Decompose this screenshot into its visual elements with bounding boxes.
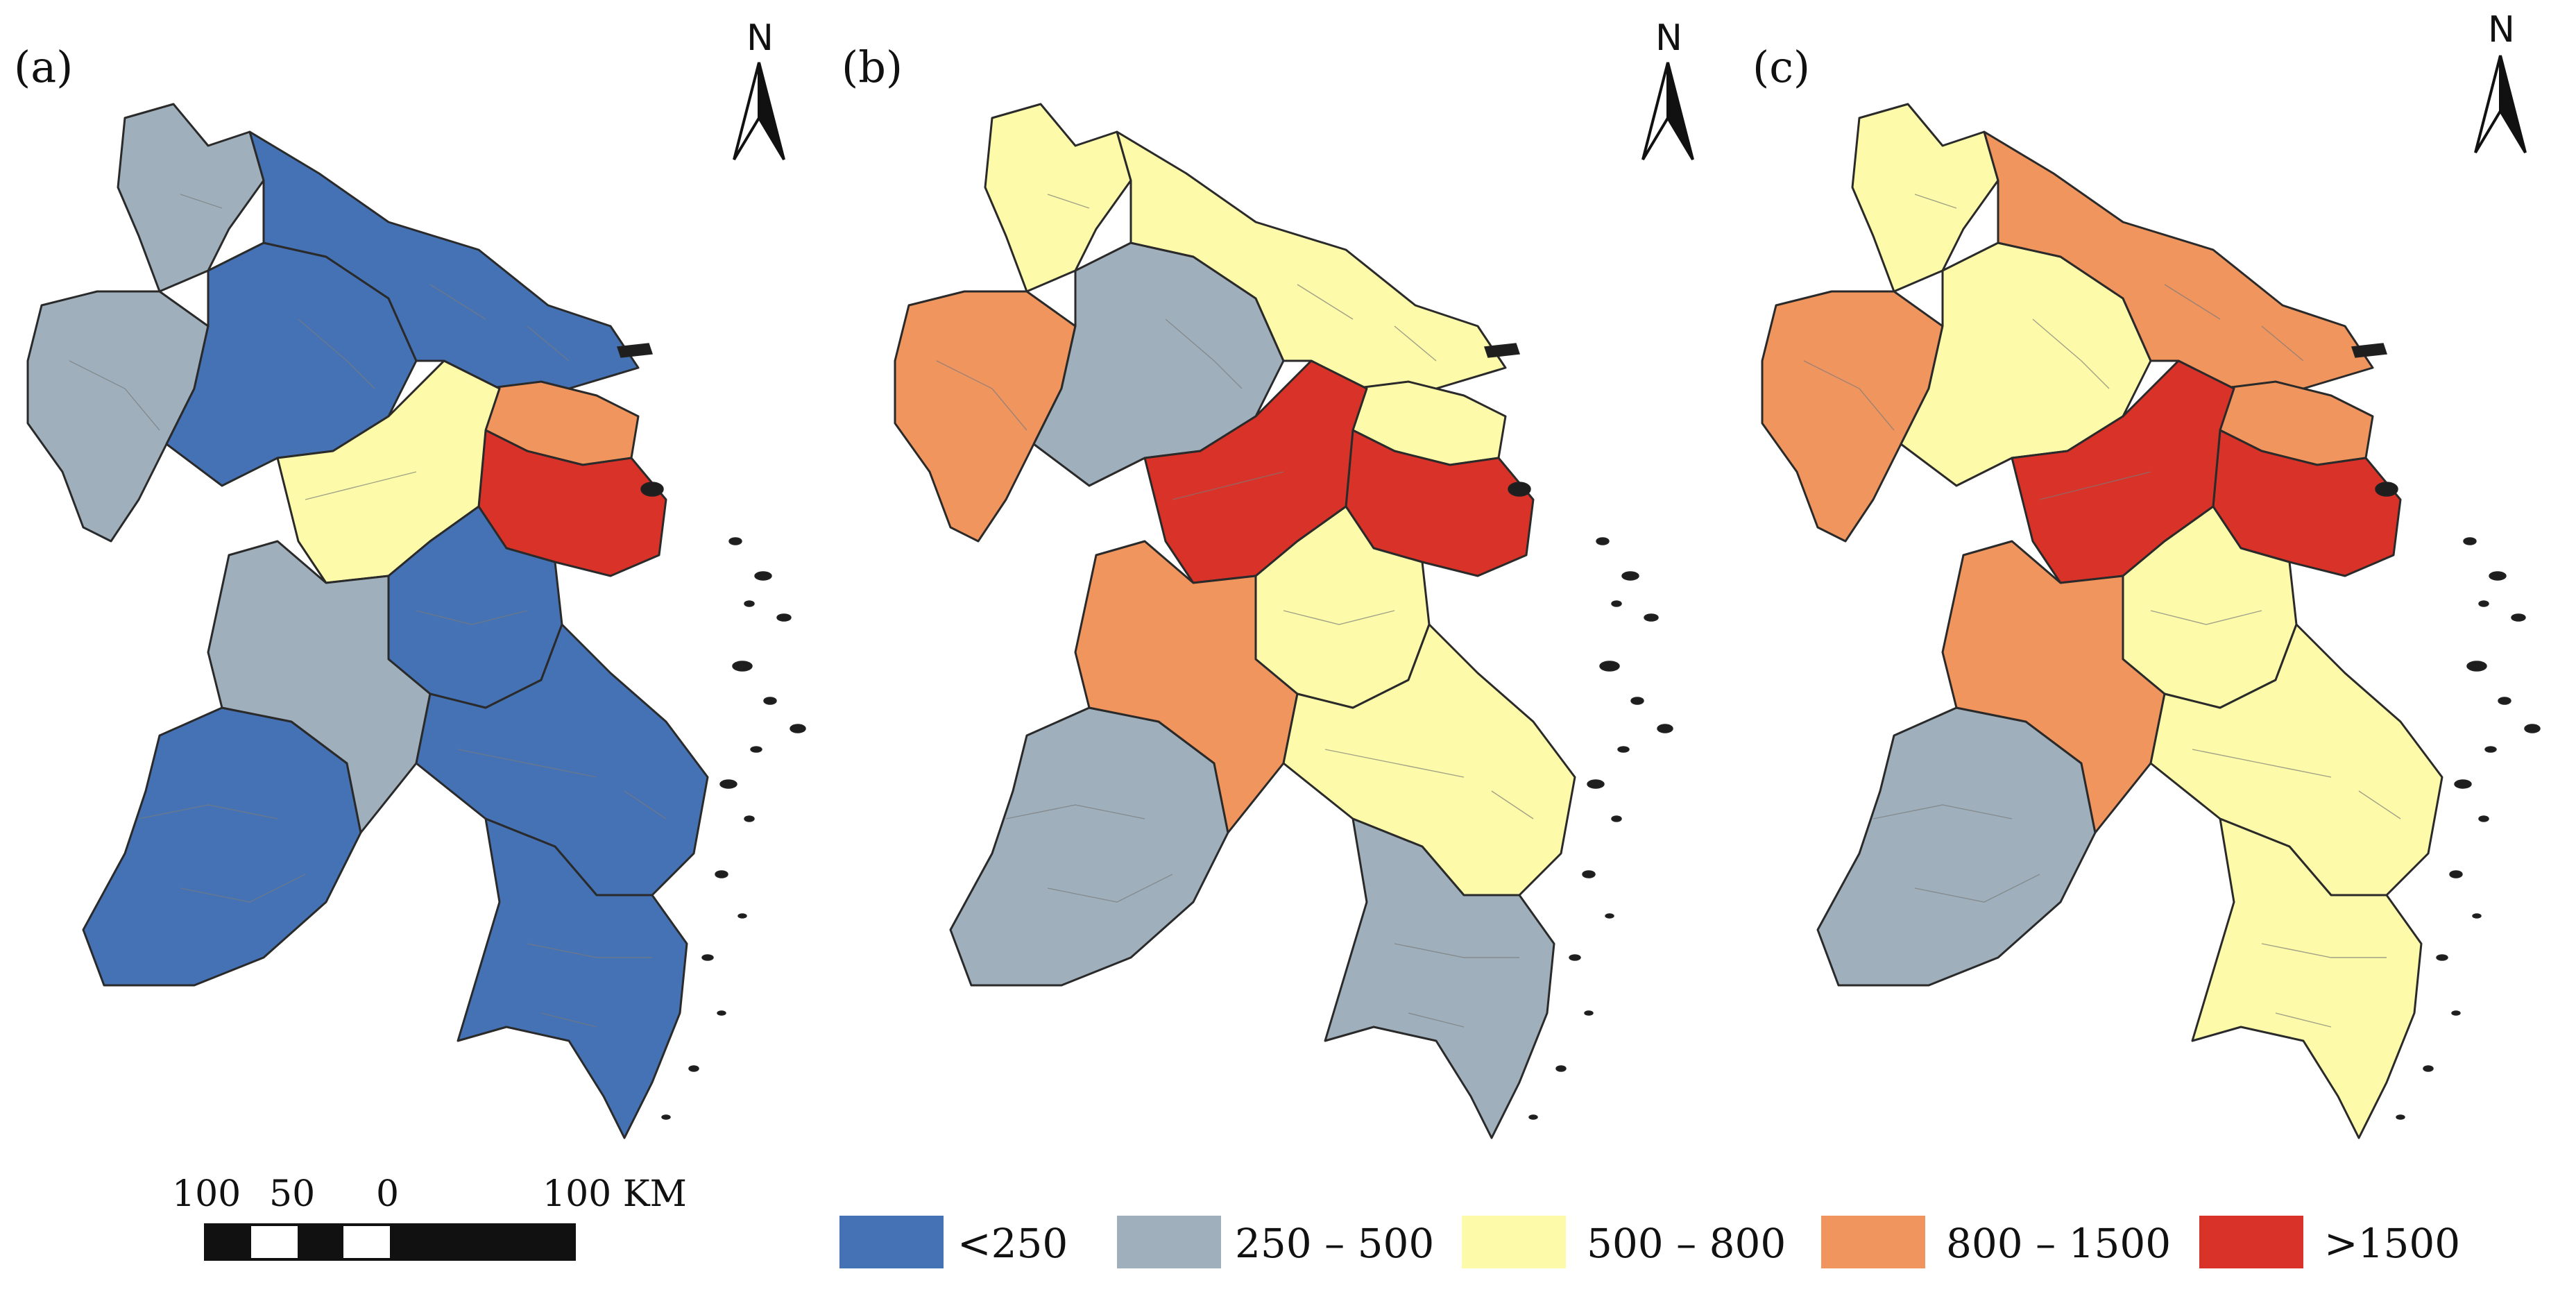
panel-b: (b) N bbox=[842, 17, 1694, 1139]
coastal-islands bbox=[1483, 343, 1673, 1120]
region-south-tail bbox=[1324, 817, 1555, 1139]
legend-item-250-500: 250 – 500 bbox=[1117, 1216, 1434, 1268]
region-central-lake bbox=[1143, 359, 1368, 584]
map-panel-a bbox=[26, 103, 806, 1139]
region-central-lake bbox=[2011, 359, 2235, 584]
map-panel-b bbox=[894, 103, 1673, 1139]
map-shape-panel-2 bbox=[894, 103, 1673, 1139]
map-shape-panel-3 bbox=[1761, 103, 2541, 1139]
legend-item-lt250: <250 bbox=[839, 1216, 1068, 1268]
scale-label-100-left: 100 bbox=[172, 1173, 241, 1215]
legend: <250 250 – 500 500 – 800 800 – 1500 >150… bbox=[839, 1216, 2460, 1268]
legend-swatch bbox=[1462, 1216, 1566, 1268]
internal-boundaries bbox=[1803, 194, 2401, 1028]
legend-item-gt1500: >1500 bbox=[2199, 1216, 2460, 1268]
region-central-lake bbox=[276, 359, 501, 584]
coastal-islands bbox=[2351, 343, 2541, 1120]
legend-swatch bbox=[839, 1216, 944, 1268]
coastal-islands bbox=[616, 343, 806, 1120]
region-south-tail bbox=[457, 817, 688, 1139]
internal-boundaries bbox=[936, 194, 1534, 1028]
region-southwest-large bbox=[1816, 706, 2097, 987]
scale-label-50: 50 bbox=[269, 1173, 315, 1215]
north-arrow-right-half bbox=[2499, 55, 2527, 154]
north-arrow-left-half bbox=[1641, 62, 1669, 161]
panel-label-a: (a) bbox=[14, 42, 73, 92]
scale-segment-1 bbox=[205, 1225, 251, 1259]
north-arrow-right-half bbox=[758, 62, 785, 161]
region-north-west bbox=[26, 290, 210, 543]
legend-item-800-1500: 800 – 1500 bbox=[1821, 1216, 2171, 1268]
region-north-west bbox=[894, 290, 1077, 543]
north-arrow-left-half bbox=[2474, 55, 2502, 154]
scale-bar: 100 50 0 100 KM bbox=[172, 1173, 687, 1261]
scale-segment-2 bbox=[298, 1225, 343, 1259]
scale-segment-3 bbox=[390, 1225, 574, 1259]
north-letter-b: N bbox=[1655, 17, 1682, 59]
panel-a: (a) N bbox=[14, 17, 806, 1139]
panel-label-c: (c) bbox=[1752, 42, 1810, 92]
legend-swatch bbox=[1117, 1216, 1221, 1268]
legend-label: 500 – 800 bbox=[1587, 1220, 1786, 1267]
legend-label: 250 – 500 bbox=[1235, 1220, 1434, 1267]
region-south-tail bbox=[2191, 817, 2423, 1139]
panel-label-b: (b) bbox=[842, 42, 903, 92]
region-north-west bbox=[1761, 290, 1944, 543]
legend-swatch bbox=[2199, 1216, 2303, 1268]
north-arrow-a: N bbox=[733, 17, 785, 161]
internal-boundaries bbox=[69, 194, 667, 1028]
scale-label-100-km: 100 KM bbox=[543, 1173, 687, 1215]
legend-label: <250 bbox=[957, 1220, 1068, 1267]
north-arrow-b: N bbox=[1641, 17, 1694, 161]
north-letter-c: N bbox=[2488, 9, 2515, 51]
scale-label-0: 0 bbox=[376, 1173, 399, 1215]
region-southwest-large bbox=[949, 706, 1229, 987]
region-southwest-large bbox=[82, 706, 362, 987]
legend-label: >1500 bbox=[2324, 1220, 2460, 1267]
panel-c: (c) N bbox=[1752, 9, 2541, 1139]
north-arrow-c: N bbox=[2474, 9, 2527, 154]
north-letter-a: N bbox=[747, 17, 774, 59]
legend-label: 800 – 1500 bbox=[1946, 1220, 2171, 1267]
map-shape-panel-1 bbox=[26, 103, 806, 1139]
map-panel-c bbox=[1761, 103, 2541, 1139]
north-arrow-left-half bbox=[733, 62, 760, 161]
legend-item-500-800: 500 – 800 bbox=[1462, 1216, 1786, 1268]
legend-swatch bbox=[1821, 1216, 1925, 1268]
north-arrow-right-half bbox=[1666, 62, 1694, 161]
